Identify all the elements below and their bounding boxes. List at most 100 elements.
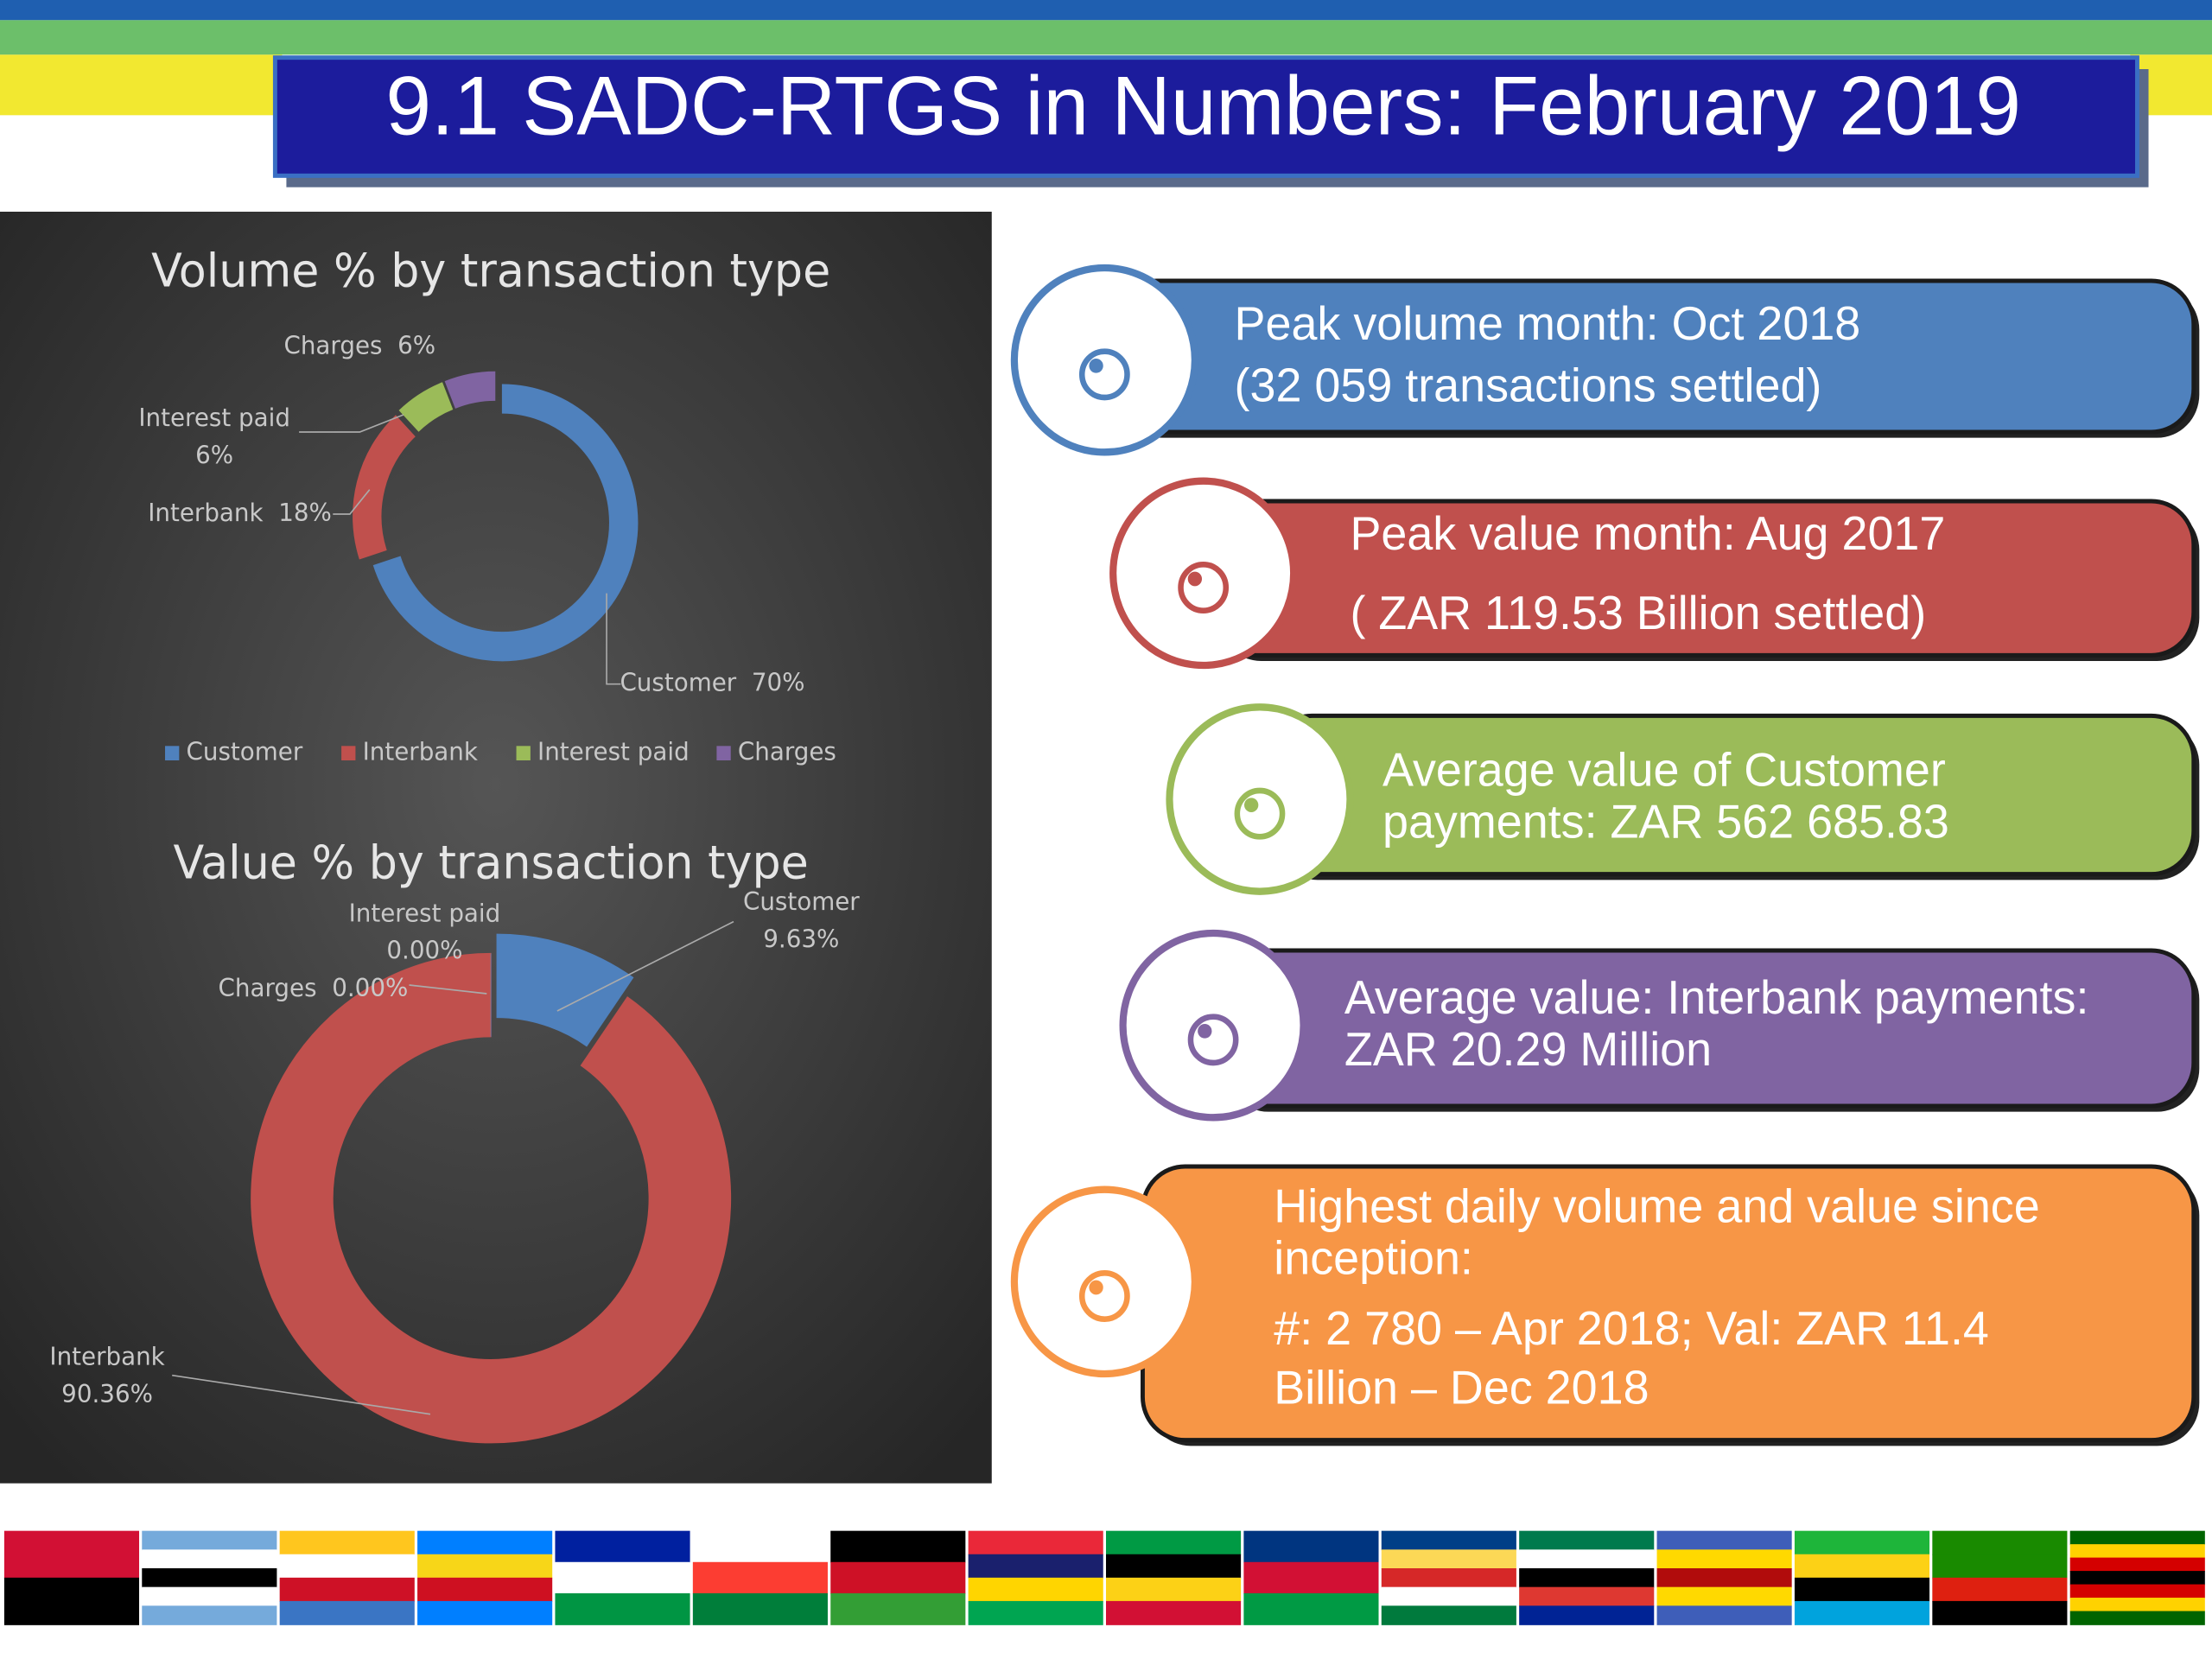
legend-swatch bbox=[716, 746, 731, 760]
flag-stripe bbox=[1106, 1530, 1242, 1555]
flag-stripe bbox=[1519, 1530, 1655, 1551]
flag-stripe bbox=[142, 1605, 277, 1625]
data-label: 0.00% bbox=[386, 936, 462, 964]
info-text: (32 059 transactions settled) bbox=[1235, 359, 1822, 412]
flag-stripe bbox=[3, 1577, 140, 1625]
flag-stripe bbox=[1932, 1600, 2068, 1625]
flag-stripe bbox=[1381, 1605, 1516, 1625]
flag-stripe bbox=[968, 1530, 1103, 1555]
icon bbox=[1089, 359, 1103, 373]
data-label: Charges 0.00% bbox=[219, 974, 409, 1002]
flag-stripe bbox=[1656, 1586, 1792, 1607]
flag-stripe bbox=[1243, 1592, 1379, 1625]
label-value: 6% bbox=[195, 441, 233, 469]
flag-stripe bbox=[692, 1530, 828, 1563]
slice bbox=[372, 384, 639, 662]
flag-stripe bbox=[1243, 1561, 1379, 1594]
flag-stripe bbox=[1381, 1549, 1516, 1569]
legend-label: Charges bbox=[738, 737, 836, 766]
info-boxes: Peak volume month: Oct 2018 (32 059 trans… bbox=[1010, 264, 2200, 1446]
leader-line bbox=[172, 1374, 431, 1415]
flag-stripe bbox=[142, 1549, 277, 1569]
charts: Volume % by transaction type Customer 70%… bbox=[49, 245, 860, 1444]
icon bbox=[1078, 1270, 1130, 1322]
chart-title: Value % by transaction type bbox=[174, 836, 809, 890]
flag-stripe bbox=[142, 1586, 277, 1607]
icon bbox=[1178, 562, 1230, 613]
chart-panel bbox=[0, 212, 992, 1484]
flag-stripe bbox=[279, 1554, 415, 1579]
slice bbox=[398, 382, 454, 432]
flag-stripe bbox=[2069, 1530, 2205, 1545]
label-gap bbox=[264, 499, 279, 527]
label-gap bbox=[736, 668, 752, 696]
flag-stripe bbox=[692, 1592, 828, 1625]
data-label: 9.63% bbox=[763, 925, 839, 953]
flag-stripe bbox=[417, 1600, 553, 1625]
flag-stripe bbox=[2069, 1571, 2205, 1586]
slice bbox=[496, 933, 634, 1047]
flag-stripe bbox=[2069, 1557, 2205, 1572]
flag-stripe bbox=[142, 1568, 277, 1588]
flag-stripe bbox=[555, 1592, 690, 1625]
flag-stripe bbox=[830, 1530, 966, 1563]
info-text: Peak value month: Aug 2017 bbox=[1350, 507, 1945, 561]
label-value: 70% bbox=[752, 668, 805, 696]
flag-stripe bbox=[692, 1561, 828, 1594]
label-gap bbox=[382, 331, 397, 359]
label-value: 18% bbox=[278, 499, 332, 527]
flag-stripe bbox=[1794, 1600, 1930, 1625]
flag-stripe bbox=[417, 1577, 553, 1602]
data-label: Interest paid bbox=[349, 899, 501, 927]
flag-stripe bbox=[1519, 1568, 1655, 1588]
flag-stripe bbox=[1381, 1530, 1516, 1551]
flag-stripe bbox=[830, 1592, 966, 1625]
info-text: Highest daily volume and value since bbox=[1274, 1179, 2039, 1233]
flag-stripe bbox=[1794, 1554, 1930, 1579]
info-text: ( ZAR 119.53 Billion settled) bbox=[1350, 586, 1926, 639]
flag-stripe bbox=[2069, 1584, 2205, 1599]
flag-stripe bbox=[1106, 1600, 1242, 1625]
data-label: Customer 70% bbox=[620, 668, 804, 696]
flag-stripe bbox=[1519, 1549, 1655, 1569]
icon-circle bbox=[1010, 1185, 1198, 1378]
label-category: Interbank bbox=[148, 499, 264, 527]
label-category: Customer bbox=[620, 668, 736, 696]
leader-line bbox=[606, 593, 621, 685]
flag-stripe bbox=[1381, 1586, 1516, 1607]
flag-stripe bbox=[1656, 1530, 1792, 1551]
flag-stripe bbox=[279, 1530, 415, 1555]
data-label: Customer bbox=[743, 887, 860, 916]
flag-stripe bbox=[279, 1600, 415, 1625]
label-value: 9.63% bbox=[763, 925, 839, 953]
stripe bbox=[0, 54, 283, 116]
data-label: 6% bbox=[195, 441, 233, 469]
icon bbox=[1234, 787, 1286, 840]
icon-circle bbox=[1109, 477, 1298, 670]
icon-circle bbox=[1010, 264, 1198, 456]
stripe bbox=[0, 20, 2212, 55]
flag-stripe bbox=[830, 1561, 966, 1594]
icon bbox=[1187, 1014, 1239, 1066]
data-label: Interest paid bbox=[138, 404, 290, 432]
flag-stripe bbox=[1932, 1530, 2068, 1555]
icon-circle bbox=[1119, 929, 1307, 1122]
flag-stripe bbox=[555, 1530, 690, 1563]
title: 9.1 SADC-RTGS in Numbers: February 2019 bbox=[385, 60, 2021, 153]
legend-swatch bbox=[165, 746, 180, 760]
slice bbox=[251, 952, 732, 1444]
icon bbox=[1089, 1280, 1103, 1295]
info-text: ZAR 20.29 Million bbox=[1344, 1022, 1712, 1076]
label-category: Charges bbox=[283, 331, 382, 359]
label-category: Interbank bbox=[49, 1342, 165, 1370]
title-box bbox=[272, 55, 2139, 178]
legend-swatch bbox=[516, 746, 531, 760]
flag-stripe bbox=[1519, 1586, 1655, 1607]
legend-label: Interbank bbox=[363, 737, 479, 766]
label-category: Interest paid bbox=[349, 899, 501, 927]
flags bbox=[3, 1530, 2205, 1625]
leader-line bbox=[299, 414, 404, 433]
info-text: Average value: Interbank payments: bbox=[1344, 970, 2089, 1024]
leader-line bbox=[409, 984, 487, 995]
